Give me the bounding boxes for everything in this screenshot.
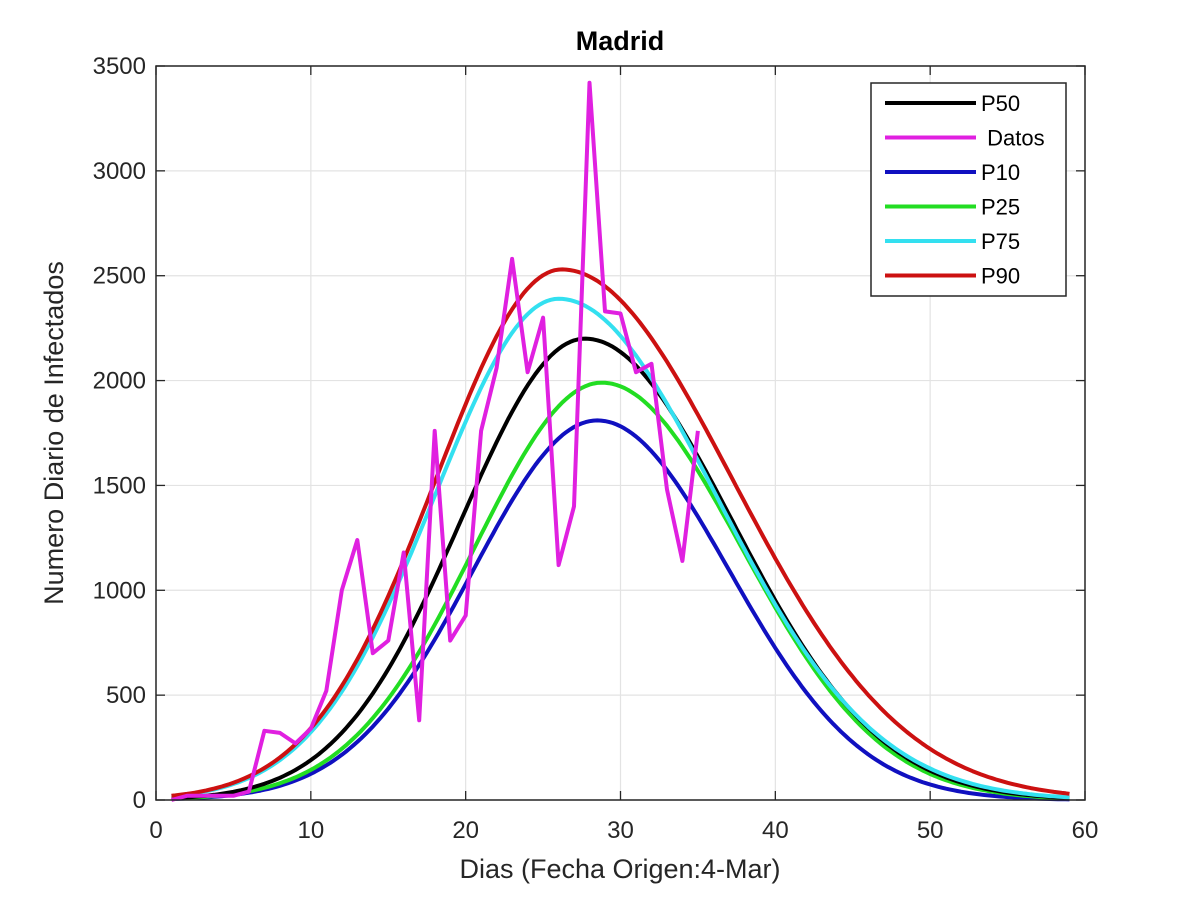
legend-label-p50: P50 — [981, 91, 1020, 116]
y-tick-label: 500 — [106, 682, 146, 709]
y-tick-label: 2500 — [93, 263, 146, 290]
legend: P50 Datos P10 P25 P75 P90 — [870, 82, 1067, 297]
legend-label-p10: P10 — [981, 160, 1020, 185]
y-tick-label: 1000 — [93, 577, 146, 604]
y-tick-label: 1500 — [93, 472, 146, 499]
y-axis-label: Numero Diario de Infectados — [39, 261, 69, 605]
legend-label-p25: P25 — [981, 195, 1020, 220]
series-lines — [170, 80, 1070, 802]
series-line-p90 — [171, 267, 1070, 798]
legend-label-p75: P75 — [981, 229, 1020, 254]
series-line-p25 — [171, 380, 1070, 801]
x-tick-label: 50 — [917, 817, 944, 844]
series-line-datos — [170, 80, 700, 802]
y-tick-label: 2000 — [93, 368, 146, 395]
legend-label-p90: P90 — [981, 264, 1020, 289]
y-tick-label: 3500 — [93, 53, 146, 80]
x-tick-label: 0 — [149, 817, 162, 844]
x-tick-label: 30 — [607, 817, 634, 844]
x-tick-label: 60 — [1072, 817, 1099, 844]
chart-title: Madrid — [576, 26, 665, 56]
series-line-p10 — [171, 418, 1070, 802]
x-axis-label: Dias (Fecha Origen:4-Mar) — [459, 854, 780, 884]
legend-box — [870, 82, 1067, 297]
legend-label-datos: Datos — [981, 126, 1045, 151]
y-tick-label: 0 — [133, 787, 146, 814]
axes — [155, 65, 1086, 801]
x-tick-label: 40 — [762, 817, 789, 844]
y-tick-label: 3000 — [93, 158, 146, 185]
tick-labels: 0 10 20 30 40 50 60 0 500 1000 1500 2000 2500 3000 350… — [93, 53, 1099, 844]
series-line-p75 — [171, 296, 1070, 800]
x-tick-label: 20 — [452, 817, 479, 844]
x-tick-label: 10 — [297, 817, 324, 844]
